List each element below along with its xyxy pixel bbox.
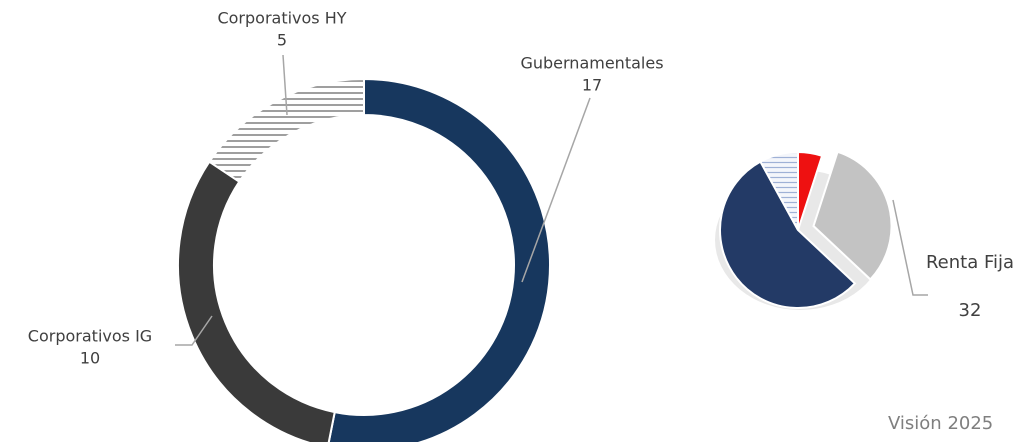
label-value: 32 — [958, 300, 982, 321]
pie-slice — [719, 160, 857, 309]
label-value: 10 — [80, 349, 100, 368]
label-name: Renta Fija — [925, 252, 1015, 273]
leader-line — [892, 199, 928, 296]
pie-slice — [759, 150, 799, 231]
leader-line — [282, 54, 288, 116]
footer: Visión 2025 — [888, 413, 993, 434]
pie-slice — [812, 150, 893, 281]
label-name: Corporativos IG — [28, 327, 152, 346]
donut-segment — [177, 160, 336, 442]
label-value: 5 — [277, 31, 287, 50]
marks — [177, 77, 893, 442]
donut-segment — [207, 77, 365, 184]
label-value: 17 — [582, 76, 602, 95]
label-name: Corporativos HY — [217, 9, 346, 28]
leader-line — [175, 315, 213, 346]
donut-segment — [327, 77, 551, 442]
leader-line — [521, 97, 591, 283]
label-name: Gubernamentales — [520, 54, 663, 73]
